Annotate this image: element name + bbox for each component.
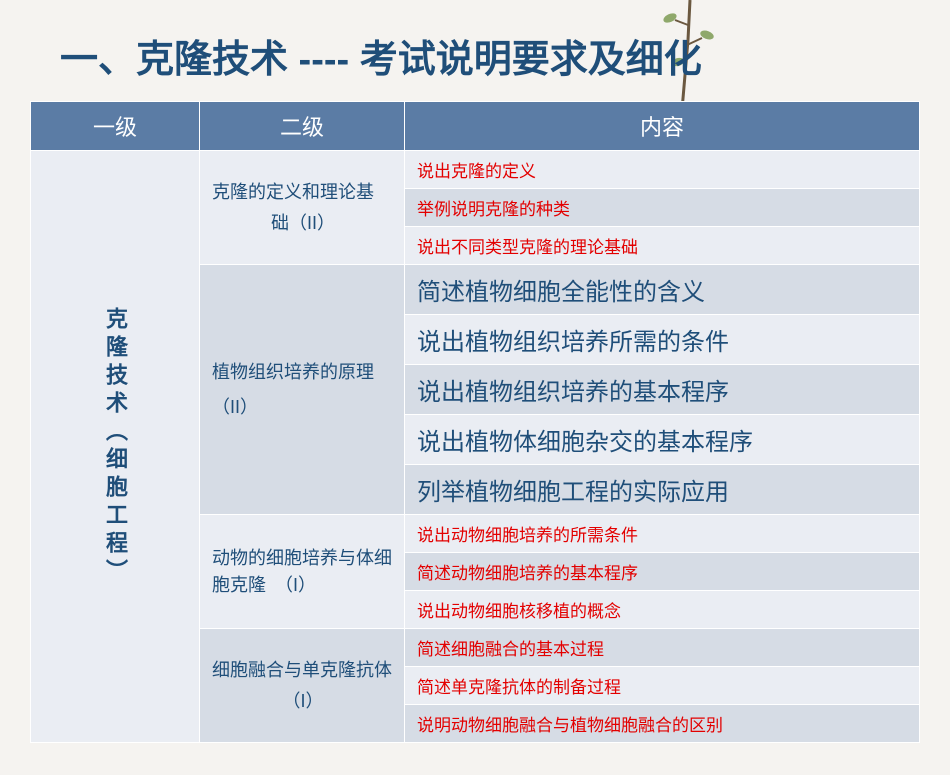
content-cell: 说出不同类型克隆的理论基础 (405, 227, 920, 265)
level2-cell-3: 细胞融合与单克隆抗体 （I） (200, 629, 405, 743)
content-cell: 说出克隆的定义 (405, 151, 920, 189)
content-cell: 简述单克隆抗体的制备过程 (405, 667, 920, 705)
content-cell: 说出植物组织培养所需的条件 (405, 315, 920, 365)
header-level2: 二级 (200, 102, 405, 151)
level2-cell-1: 植物组织培养的原理 （II） (200, 265, 405, 515)
page-title: 一、克隆技术 ---- 考试说明要求及细化 (0, 0, 950, 101)
header-row: 一级 二级 内容 (31, 102, 920, 151)
header-content: 内容 (405, 102, 920, 151)
content-cell: 说出植物组织培养的基本程序 (405, 365, 920, 415)
content-cell: 简述动物细胞培养的基本程序 (405, 553, 920, 591)
content-cell: 说出动物细胞培养的所需条件 (405, 515, 920, 553)
level2-sub-3: （I） (212, 688, 394, 715)
content-table: 一级 二级 内容 克隆技术（细胞工程） 克隆的定义和理论基 础（II） 说出克隆… (30, 101, 920, 743)
level2-sub-0: 础（II） (212, 210, 394, 237)
content-cell: 说出植物体细胞杂交的基本程序 (405, 415, 920, 465)
table-row: 克隆技术（细胞工程） 克隆的定义和理论基 础（II） 说出克隆的定义 (31, 151, 920, 189)
content-cell: 列举植物细胞工程的实际应用 (405, 465, 920, 515)
level2-sub-1: （II） (212, 394, 394, 421)
content-cell: 说出动物细胞核移植的概念 (405, 591, 920, 629)
header-level1: 一级 (31, 102, 200, 151)
level2-main-2: 动物的细胞培养与体细胞克隆 （I） (212, 548, 392, 595)
level2-main-1: 植物组织培养的原理 (212, 362, 374, 382)
content-cell: 说明动物细胞融合与植物细胞融合的区别 (405, 705, 920, 743)
table-container: 一级 二级 内容 克隆技术（细胞工程） 克隆的定义和理论基 础（II） 说出克隆… (0, 101, 950, 743)
level2-main-3: 细胞融合与单克隆抗体 (212, 660, 392, 680)
level2-cell-0: 克隆的定义和理论基 础（II） (200, 151, 405, 265)
level2-cell-2: 动物的细胞培养与体细胞克隆 （I） (200, 515, 405, 629)
content-cell: 简述细胞融合的基本过程 (405, 629, 920, 667)
content-cell: 举例说明克隆的种类 (405, 189, 920, 227)
content-cell: 简述植物细胞全能性的含义 (405, 265, 920, 315)
level2-main-0: 克隆的定义和理论基 (212, 182, 374, 202)
level1-cell: 克隆技术（细胞工程） (31, 151, 200, 743)
